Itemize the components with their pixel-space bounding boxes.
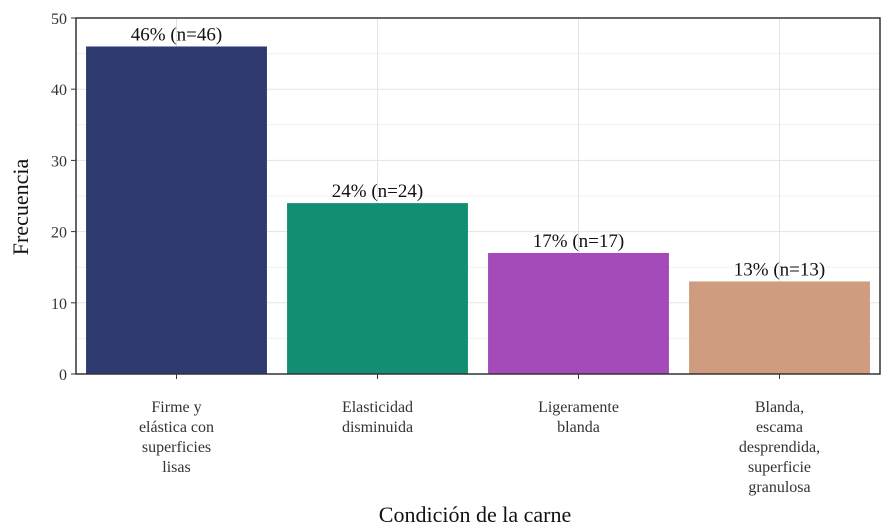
data-label: 13% (n=13) xyxy=(734,259,825,280)
bars xyxy=(86,46,870,374)
bar xyxy=(86,46,267,374)
x-tick-label: Ligeramente blanda xyxy=(538,399,619,436)
y-tick-label: 20 xyxy=(51,225,67,242)
y-tick-label: 40 xyxy=(51,82,67,99)
y-axis-title: Frecuencia xyxy=(8,159,33,256)
data-label: 46% (n=46) xyxy=(131,24,222,45)
x-tick-label: Firme y elástica con superficies lisas xyxy=(139,399,214,476)
data-labels: 46% (n=46) 24% (n=24) 17% (n=17) 13% (n=13) xyxy=(131,24,825,280)
x-tick-label: Elasticidad disminuida xyxy=(342,399,413,436)
data-label: 24% (n=24) xyxy=(332,181,423,202)
x-tick-label: Blanda, escama desprendida, superficie granu… xyxy=(739,399,820,496)
x-axis-title: Condición de la carne xyxy=(379,502,571,527)
y-axis: 0 10 20 30 40 50 xyxy=(51,11,76,384)
y-tick-label: 10 xyxy=(51,296,67,313)
bar xyxy=(287,203,468,374)
bar xyxy=(488,252,669,374)
bar xyxy=(689,281,870,374)
data-label: 17% (n=17) xyxy=(533,231,624,252)
x-axis: Firme y elástica con superficies lisas Elast… xyxy=(139,374,820,496)
y-tick-label: 30 xyxy=(51,153,67,170)
plot-panel-border xyxy=(75,17,881,375)
y-tick-label: 50 xyxy=(51,11,67,28)
y-tick-label: 0 xyxy=(59,367,67,384)
